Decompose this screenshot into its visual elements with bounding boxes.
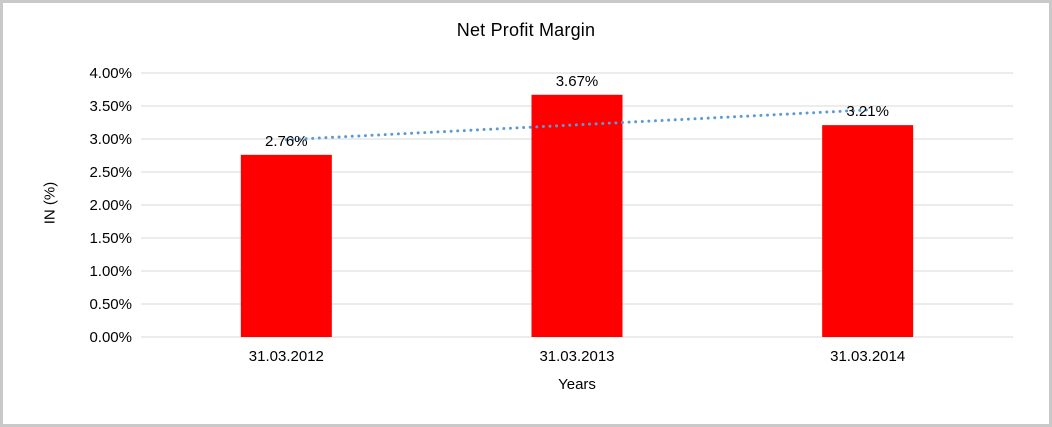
y-tick-label: 2.00%: [89, 197, 132, 214]
bar: [531, 94, 623, 337]
y-tick-label: 0.50%: [89, 296, 132, 313]
y-tick-label: 2.50%: [89, 164, 132, 181]
x-tick-label: 31.03.2013: [539, 348, 614, 365]
data-label: 3.67%: [556, 73, 599, 90]
y-tick-label: 1.50%: [89, 230, 132, 247]
trendline: [284, 108, 870, 142]
x-axis-title: Years: [558, 376, 596, 393]
y-tick-label: 0.00%: [89, 329, 132, 346]
y-tick-label: 1.00%: [89, 263, 132, 280]
data-label: 2.76%: [265, 133, 308, 150]
y-tick-label: 4.00%: [89, 65, 132, 82]
bar: [822, 125, 914, 337]
y-tick-label: 3.00%: [89, 131, 132, 148]
chart-title: Net Profit Margin: [456, 20, 596, 40]
x-tick-label: 31.03.2014: [830, 348, 905, 365]
bar: [240, 154, 332, 337]
x-tick-label: 31.03.2012: [249, 348, 324, 365]
plot-area: 0.00% 0.50% 1.00% 1.50% 2.00% 2.50% 3.00% 3.50%…: [89, 65, 1013, 365]
y-tick-label: 3.50%: [89, 98, 132, 115]
data-label: 3.21%: [846, 103, 889, 120]
